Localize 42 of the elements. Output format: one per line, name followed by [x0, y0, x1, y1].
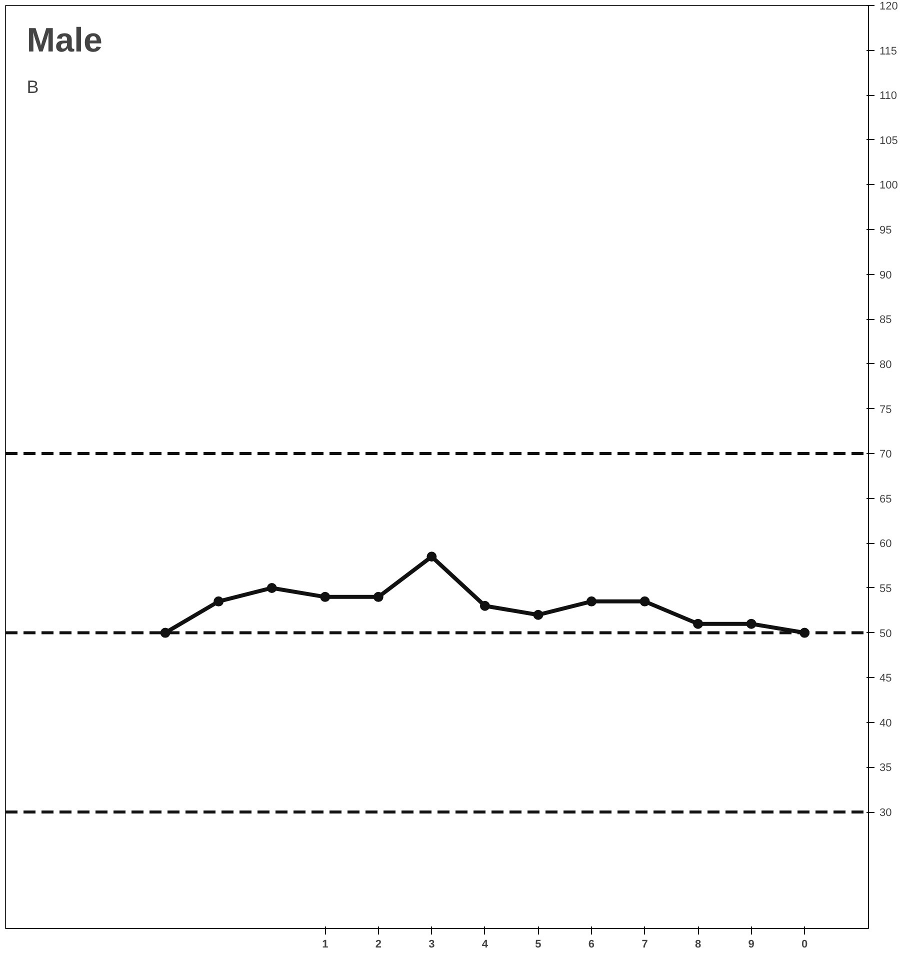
x-tick-label: 5 [535, 938, 542, 950]
point [746, 618, 756, 629]
x-tick-label: 4 [482, 938, 489, 950]
y-tick-label: 75 [880, 404, 892, 416]
y-tick-label: 80 [880, 358, 892, 371]
y-tick-label: 70 [880, 448, 892, 461]
point [214, 596, 224, 606]
point [426, 552, 437, 562]
y-tick-label: 55 [880, 582, 892, 595]
y-tick-label: 95 [880, 224, 892, 237]
y-tick-label: 105 [880, 134, 898, 147]
y-tick-label: 90 [880, 269, 892, 282]
x-tick-label: 2 [375, 938, 382, 950]
y-tick-label: 110 [880, 90, 898, 102]
point [373, 592, 384, 602]
y-tick-label: 35 [880, 762, 892, 774]
x-tick-label: 1 [322, 938, 328, 950]
y-tick-label: 50 [880, 628, 892, 640]
y-tick-label: 30 [880, 807, 892, 820]
y-tick-label: 120 [880, 0, 898, 12]
y-tick-label: 65 [880, 493, 892, 506]
point [480, 600, 490, 611]
point [640, 596, 650, 606]
point [266, 582, 277, 593]
point [586, 596, 596, 606]
y-tick-label: 45 [880, 672, 892, 685]
y-tick-label: 60 [880, 538, 892, 550]
y-tick-label: 100 [880, 180, 898, 192]
x-tick-label: 8 [694, 938, 702, 950]
text: B [26, 76, 39, 97]
point [533, 610, 544, 620]
y-tick-label: 115 [880, 45, 898, 58]
x-tick-label: 6 [588, 938, 595, 950]
x-tick-label: 3 [428, 938, 435, 950]
y-tick-label: 40 [880, 717, 892, 730]
text: Male [26, 21, 102, 60]
y-tick-label: 85 [880, 314, 892, 326]
point [320, 592, 330, 602]
x-tick-label: 9 [748, 938, 754, 950]
x-tick-label: 0 [802, 938, 808, 950]
point [693, 618, 704, 629]
x-tick-label: 7 [642, 938, 648, 950]
